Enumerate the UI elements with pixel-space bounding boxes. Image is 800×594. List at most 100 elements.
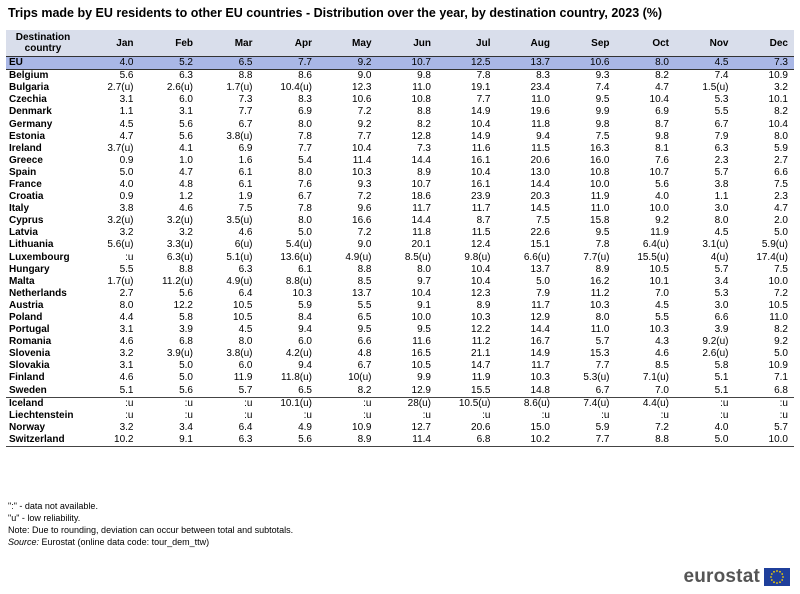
table-cell: 3.9 <box>179 324 193 336</box>
table-cell: 10.4(u) <box>280 82 312 94</box>
flag-star-icon <box>776 570 778 572</box>
table-cell: 8.0 <box>119 299 134 311</box>
footnotes: ":" - data not available. "u" - low reli… <box>8 500 293 548</box>
table-cell: 11.2 <box>590 287 610 299</box>
row-label: Latvia <box>9 227 38 239</box>
table-cell: 4.5 <box>675 55 735 71</box>
table-cell: 7.2 <box>357 191 372 203</box>
table-cell: 4.3 <box>655 336 669 348</box>
row-label: Portugal <box>9 324 50 336</box>
row-label: Belgium <box>9 70 49 82</box>
table-cell: 5.5 <box>357 299 372 311</box>
table-cell: 10.4 <box>471 166 491 178</box>
table-cell: 1.7(u) <box>226 82 253 94</box>
table-row: Italy 3.8 4.6 7.5 7.8 9.6 11.7 11.7 14.5 11.0 10.0… <box>6 203 794 215</box>
table-cell: 10.5 <box>649 263 669 275</box>
table-cell: 5.7 <box>714 263 729 275</box>
table-cell: 9.3 <box>357 178 372 190</box>
table-cell: 15.5 <box>471 384 491 396</box>
table-cell: 8.9 <box>476 299 491 311</box>
eurostat-logo: eurostat <box>683 566 790 588</box>
table-cell: 4.5 <box>714 227 729 239</box>
row-label: Italy <box>9 203 30 215</box>
table-cell: 1.5(u) <box>702 82 729 94</box>
row-label: Austria <box>9 299 44 311</box>
table-cell: 10.5(u) <box>437 396 497 410</box>
table-cell: 4.6 <box>655 348 669 360</box>
table-cell: 4(u) <box>710 251 729 263</box>
table-cell: 8.0 <box>774 130 788 142</box>
table-cell: 13.7 <box>530 263 550 275</box>
table-cell: :u <box>482 409 491 421</box>
flag-star-icon <box>781 579 784 581</box>
row-label: Netherlands <box>9 287 67 299</box>
table-cell: 9.4 <box>536 130 550 142</box>
table-cell: 6.0 <box>298 336 312 348</box>
table-row: Spain 5.0 4.7 6.1 8.0 10.3 8.9 10.4 13.0 10.8 10.7… <box>6 167 794 179</box>
table-cell: 4.0 <box>714 421 729 433</box>
table-cell: 7.8 <box>298 130 312 142</box>
table-cell: 9.1 <box>417 299 431 311</box>
table-cell: 9.2 <box>318 55 378 71</box>
table-cell: 6.7 <box>238 118 253 130</box>
table-row: Austria 8.0 12.2 10.5 5.9 5.5 9.1 8.9 11.7 10.3 4.… <box>6 300 794 312</box>
table-cell: 6.8 <box>774 384 788 396</box>
table-cell: 8.0 <box>615 55 675 71</box>
table-cell: 3.0 <box>714 203 729 215</box>
table-cell: 10.9 <box>352 421 372 433</box>
table-cell: 3.8(u) <box>226 348 253 360</box>
table-cell: 7.5 <box>595 130 610 142</box>
table-cell: 5.9 <box>595 421 610 433</box>
table-cell: 2.3 <box>714 154 729 166</box>
table-cell: 5.6 <box>179 118 193 130</box>
table-cell: 8.0 <box>417 263 431 275</box>
table-cell: 16.0 <box>590 154 610 166</box>
table-cell: 5.7 <box>238 384 253 396</box>
row-label: Croatia <box>9 191 44 203</box>
table-cell: 6.1 <box>298 263 312 275</box>
table-cell: 15.0 <box>530 421 550 433</box>
table-cell: 5.2 <box>139 55 199 71</box>
table-cell: 10.4 <box>352 142 372 154</box>
table-cell: 3.4 <box>714 275 729 287</box>
table-cell: 8.0 <box>298 118 312 130</box>
table-row: Portugal 3.1 3.9 4.5 9.4 9.5 9.5 12.2 14.4 11.0 10… <box>6 324 794 336</box>
table-cell: 6.6 <box>714 312 729 324</box>
table-cell: 5.9 <box>774 142 788 154</box>
row-label: Poland <box>9 312 43 324</box>
table-cell: 11.7 <box>412 203 431 215</box>
table-cell: 6.9 <box>655 106 669 118</box>
table-cell: 10.5 <box>411 360 431 372</box>
table-cell: 11.8 <box>531 118 550 130</box>
table-cell: :u <box>80 396 140 410</box>
table-row: Croatia 0.9 1.2 1.9 6.7 7.2 18.6 23.9 20.3 11.9 4.… <box>6 191 794 203</box>
table-row: Sweden 5.1 5.6 5.7 6.5 8.2 12.9 15.5 14.8 6.7 7.0 5… <box>6 385 794 398</box>
table-cell: 10.0 <box>590 178 610 190</box>
table-cell: 5.0 <box>774 227 788 239</box>
logo-wordmark: eurostat <box>683 566 760 587</box>
table-cell: 23.9 <box>471 191 491 203</box>
table-cell: 7.7 <box>357 130 372 142</box>
note-not-available: ":" - data not available. <box>8 501 98 511</box>
table-row: Luxembourg:u 6.3(u) 5.1(u) 13.6(u) 4.9(u) 8.5… <box>6 252 794 264</box>
table-cell: 6.7 <box>298 191 312 203</box>
table-cell: 8.7 <box>476 215 491 227</box>
table-cell: 4.7 <box>179 166 193 178</box>
table-cell: :u <box>184 409 193 421</box>
table-cell: 11.0 <box>590 324 610 336</box>
table-cell: 16.5 <box>411 348 431 360</box>
table-cell: 11.2(u) <box>162 275 193 287</box>
table-cell: 3.2 <box>119 227 134 239</box>
table-cell: 8.5(u) <box>404 251 431 263</box>
table-cell: 11.5 <box>471 227 491 239</box>
table-cell: 5.8 <box>714 360 729 372</box>
table-cell: 8.8(u) <box>285 275 312 287</box>
table-cell: 14.4 <box>530 324 550 336</box>
table-cell: 0.9 <box>119 154 134 166</box>
flag-star-icon <box>781 573 784 575</box>
table-cell: 7.3 <box>417 142 431 154</box>
table-cell: 3.3(u) <box>166 239 193 251</box>
table-cell: 10.1(u) <box>258 396 318 410</box>
table-cell: 10.3 <box>590 299 610 311</box>
table-cell: 8.6 <box>298 70 312 82</box>
